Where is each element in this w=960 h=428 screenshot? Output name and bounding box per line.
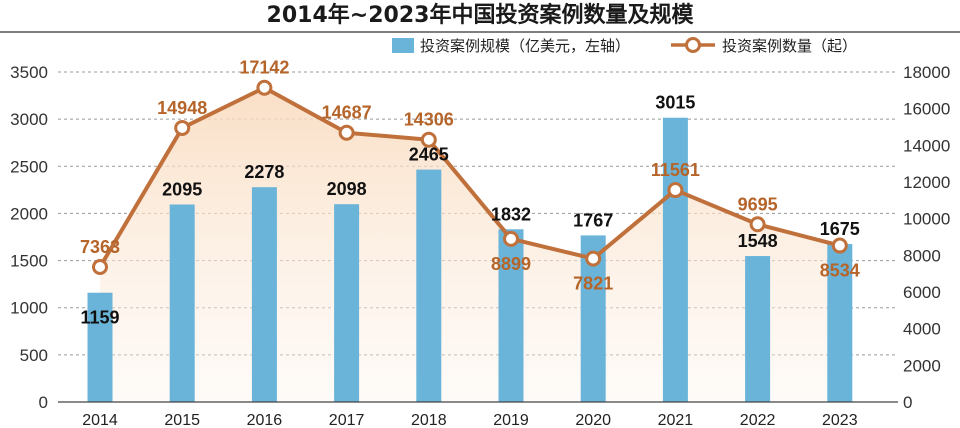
legend: 投资案例规模（亿美元，左轴） 投资案例数量（起） bbox=[392, 37, 857, 55]
line-point bbox=[256, 79, 273, 96]
legend-bar-swatch bbox=[392, 38, 414, 53]
x-tick-label: 2020 bbox=[575, 412, 611, 428]
y-right-tick-label: 14000 bbox=[903, 136, 950, 155]
legend-marker-swatch bbox=[685, 37, 701, 53]
bar-value-label: 1832 bbox=[491, 204, 531, 224]
y-right-tick-label: 16000 bbox=[903, 100, 950, 119]
count-line bbox=[98, 85, 841, 269]
line-point bbox=[92, 259, 108, 276]
bar bbox=[251, 187, 277, 402]
x-tick-label: 2023 bbox=[822, 412, 858, 428]
y-left-tick-label: 3000 bbox=[10, 110, 48, 129]
line-point bbox=[585, 250, 602, 267]
line-point bbox=[420, 131, 437, 148]
y-left-tick-label: 500 bbox=[20, 346, 48, 365]
x-tick-label: 2022 bbox=[740, 412, 776, 428]
axes: 0 500 1000 1500 2000 2500 3000 3500 0 2000 4000 600… bbox=[10, 63, 950, 428]
x-tick-label: 2016 bbox=[247, 412, 283, 428]
y-right-tick-label: 12000 bbox=[903, 173, 950, 192]
legend-bar-label: 投资案例规模（亿美元，左轴） bbox=[420, 37, 630, 55]
bar bbox=[662, 117, 688, 402]
legend-line-label: 投资案例数量（起） bbox=[722, 37, 857, 55]
y-left-tick-label: 2000 bbox=[10, 204, 48, 223]
bar bbox=[827, 244, 853, 402]
count-points bbox=[92, 79, 848, 276]
area-fill bbox=[100, 87, 840, 402]
line-point bbox=[831, 237, 848, 254]
series-line bbox=[98, 85, 841, 269]
x-tick-label: 2021 bbox=[658, 412, 694, 428]
y-left-tick-label: 0 bbox=[39, 393, 48, 412]
bar-value-label: 1675 bbox=[820, 219, 860, 239]
x-tick-label: 2019 bbox=[493, 412, 529, 428]
y-right-tick-label: 2000 bbox=[903, 356, 941, 375]
line-value-label: 14948 bbox=[157, 98, 207, 118]
y-right-tick-label: 0 bbox=[903, 393, 912, 412]
bars bbox=[87, 117, 853, 402]
y-right-tick-label: 6000 bbox=[903, 283, 941, 302]
line-value-label: 7363 bbox=[80, 237, 120, 257]
line-value-label: 17142 bbox=[239, 58, 289, 78]
line-point bbox=[503, 230, 519, 247]
line-value-label: 9695 bbox=[738, 194, 778, 214]
bar bbox=[498, 229, 524, 402]
line-value-label: 7821 bbox=[573, 274, 613, 294]
bar bbox=[334, 204, 360, 402]
bar bbox=[745, 256, 771, 402]
bar-value-label: 1548 bbox=[738, 231, 778, 251]
y-left-tick-label: 1500 bbox=[10, 252, 48, 271]
line-value-label: 14687 bbox=[322, 103, 372, 123]
y-right-tick-label: 10000 bbox=[903, 210, 950, 229]
bar-value-label: 2278 bbox=[244, 162, 284, 182]
y-left-tick-label: 1000 bbox=[10, 299, 48, 318]
y-left-tick-label: 3500 bbox=[10, 63, 48, 82]
chart-title: 2014年~2023年中国投资案例数量及规模 bbox=[267, 2, 695, 28]
y-right-tick-label: 4000 bbox=[903, 320, 941, 339]
line-point bbox=[338, 124, 355, 141]
y-right-tick-label: 18000 bbox=[903, 63, 950, 82]
x-tick-label: 2017 bbox=[329, 412, 365, 428]
bar bbox=[169, 204, 195, 402]
x-tick-label: 2015 bbox=[164, 412, 200, 428]
x-tick-label: 2014 bbox=[82, 412, 118, 428]
bar bbox=[87, 292, 113, 402]
line-point bbox=[749, 216, 766, 233]
line-value-label: 8534 bbox=[820, 261, 860, 281]
line-value-label: 14306 bbox=[404, 110, 454, 130]
bar-value-label: 1767 bbox=[573, 210, 613, 230]
line-value-label: 11561 bbox=[651, 160, 700, 180]
bar-value-label: 2095 bbox=[162, 179, 202, 199]
bar-value-label: 2465 bbox=[409, 145, 449, 165]
bar-value-label: 3015 bbox=[655, 93, 695, 113]
y-left-tick-label: 2500 bbox=[10, 157, 48, 176]
line-value-label: 8899 bbox=[491, 254, 531, 274]
bar-value-label: 1159 bbox=[80, 308, 119, 328]
bar-value-label: 2098 bbox=[327, 179, 367, 199]
x-tick-label: 2018 bbox=[411, 412, 447, 428]
y-right-tick-label: 8000 bbox=[903, 246, 941, 265]
line-point bbox=[174, 119, 191, 136]
bar bbox=[416, 169, 442, 402]
line-area-fill bbox=[100, 87, 840, 402]
data-labels: 1159 2095 2278 2098 2465 1832 1767 3015 1548 1675… bbox=[80, 58, 860, 328]
line-point bbox=[667, 182, 684, 199]
